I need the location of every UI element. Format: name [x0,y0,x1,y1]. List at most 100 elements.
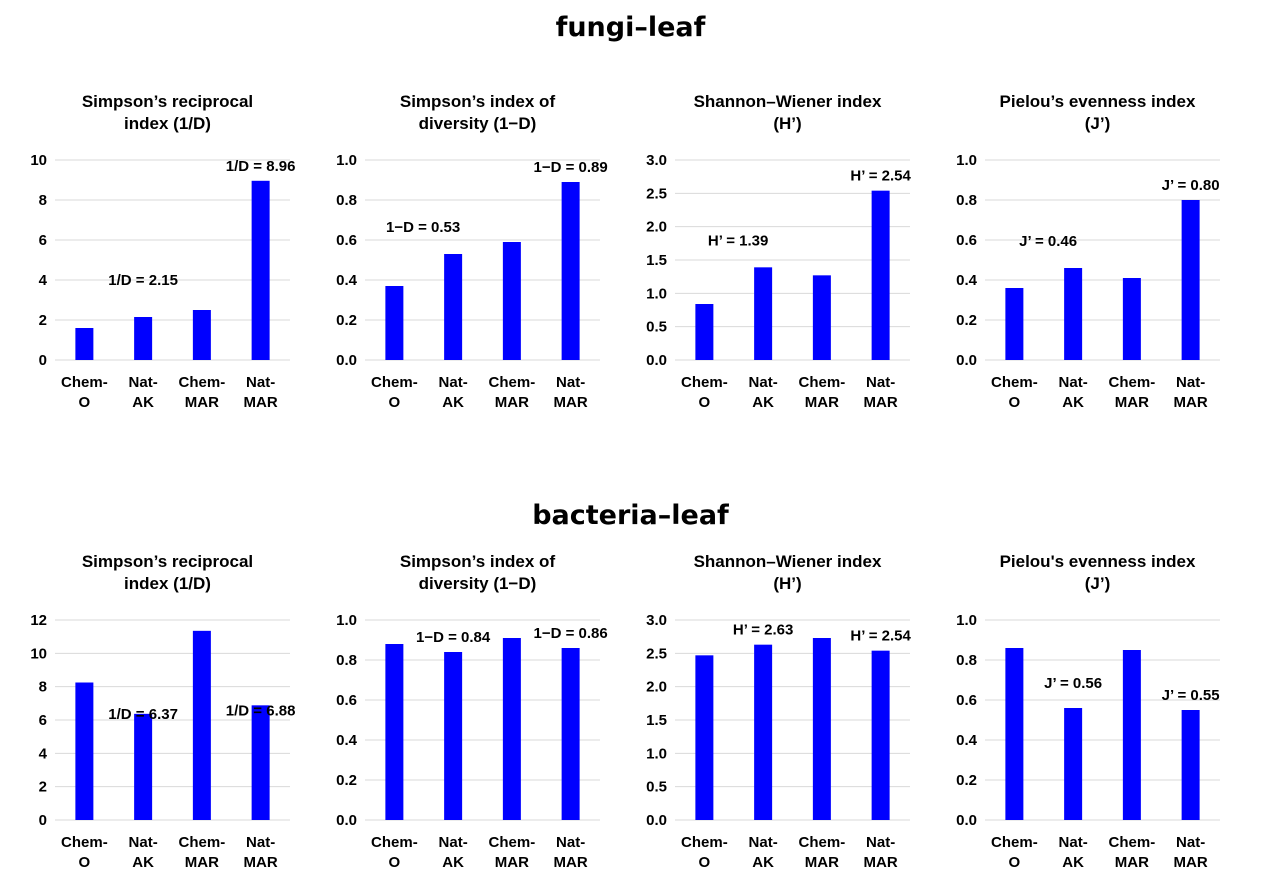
bar-nat-mar [1181,710,1200,820]
chart-title-line: (H’) [773,574,801,593]
data-label: 1/D = 8.96 [226,158,296,175]
x-tick-label: O [1009,854,1021,871]
bar-chem-mar [502,638,521,820]
data-label: J’ = 0.80 [1162,177,1220,194]
chart-title-line: Shannon–Wiener index [694,92,882,111]
x-tick-label: Chem- [179,834,226,851]
y-tick-label: 0.0 [646,352,667,369]
x-tick-label: Nat- [556,374,585,391]
chart-title-line: Pielou's evenness index [1000,552,1196,571]
x-tick-label: O [1009,394,1021,411]
x-tick-label: O [699,854,711,871]
bar-chem-mar [1122,650,1141,820]
y-tick-label: 1.0 [336,152,357,169]
y-tick-label: 0.2 [956,772,977,789]
x-tick-label: Chem- [61,374,108,391]
x-tick-label: Nat- [866,834,895,851]
data-label: 1/D = 6.88 [226,702,296,719]
y-tick-label: 0.8 [956,652,977,669]
x-tick-label: Nat- [439,374,468,391]
x-tick-label: AK [1062,394,1084,411]
y-tick-label: 0.5 [646,779,667,796]
x-tick-label: Chem- [371,834,418,851]
y-tick-label: 4 [39,745,48,762]
x-tick-label: Nat- [749,834,778,851]
x-tick-label: MAR [185,394,219,411]
bar-nat-ak [134,317,153,360]
x-tick-label: Nat- [246,834,275,851]
bar-chem-mar [192,630,211,820]
chart-title-line: index (1/D) [124,114,211,133]
chart-title-line: Shannon–Wiener index [694,552,882,571]
bar-nat-mar [1181,200,1200,360]
bar-nat-ak [444,254,463,360]
bar-chem-o [1005,288,1024,360]
x-tick-label: MAR [495,394,529,411]
x-tick-label: MAR [864,394,898,411]
chart-title-line: Simpson’s index of [400,552,556,571]
y-tick-label: 0.0 [956,812,977,829]
x-tick-label: O [699,394,711,411]
x-tick-label: AK [442,854,464,871]
x-tick-label: MAR [554,854,588,871]
data-label: J’ = 0.46 [1019,233,1077,250]
chart-fungi-simpson-diversity: Simpson’s index of diversity (1−D) 0.0 0.2 0… [336,92,608,411]
x-tick-label: AK [1062,854,1084,871]
chart-fungi-shannon-wiener: Shannon–Wiener index (H’) 0.0 0.5 1.0 1.5 2.0 2… [646,92,911,411]
x-tick-label: Chem- [991,374,1038,391]
x-tick-label: Chem- [991,834,1038,851]
x-tick-label: MAR [1115,854,1149,871]
x-tick-label: Chem- [489,834,536,851]
y-tick-label: 10 [30,645,47,662]
chart-title-line: Simpson’s reciprocal [82,92,253,111]
x-tick-label: AK [752,394,774,411]
chart-title-line: (J’) [1085,114,1111,133]
x-tick-label: MAR [1115,394,1149,411]
bar-nat-ak [134,713,153,820]
x-tick-label: O [79,854,91,871]
x-tick-label: AK [752,854,774,871]
x-tick-label: Nat- [1176,834,1205,851]
x-tick-label: Chem- [799,374,846,391]
x-tick-label: Chem- [179,374,226,391]
y-tick-label: 12 [30,612,47,629]
data-label: H’ = 1.39 [708,232,768,249]
bar-chem-mar [812,638,831,820]
x-tick-label: Nat- [1176,374,1205,391]
chart-bacteria-pielou-evenness: Pielou's evenness index (J’) 0.0 0.2 0.4 0.6 0… [956,552,1220,871]
y-tick-label: 1.0 [646,285,667,302]
x-tick-label: Nat- [1059,834,1088,851]
y-tick-label: 8 [39,679,47,696]
data-label: J’ = 0.55 [1162,687,1220,704]
bar-nat-mar [871,190,890,360]
y-tick-label: 8 [39,192,47,209]
bar-chem-mar [502,242,521,360]
data-label: 1−D = 0.84 [416,629,491,646]
y-tick-label: 0.8 [336,192,357,209]
x-tick-label: Nat- [749,374,778,391]
bar-nat-ak [444,652,463,820]
bar-chem-o [695,655,714,820]
x-tick-label: Nat- [439,834,468,851]
x-tick-label: MAR [185,854,219,871]
y-tick-label: 1.5 [646,712,667,729]
x-tick-label: MAR [554,394,588,411]
y-tick-label: 0.6 [956,232,977,249]
data-label: 1−D = 0.89 [534,159,608,176]
y-tick-label: 0.0 [336,812,357,829]
data-label: J’ = 0.56 [1044,675,1102,692]
chart-title-line: (J’) [1085,574,1111,593]
x-tick-label: AK [132,394,154,411]
y-tick-label: 0.8 [956,192,977,209]
x-tick-label: Chem- [1109,834,1156,851]
data-label: H’ = 2.54 [850,628,911,645]
x-tick-label: MAR [1174,854,1208,871]
x-tick-label: MAR [864,854,898,871]
bar-nat-mar [561,182,580,360]
chart-title-line: diversity (1−D) [419,574,537,593]
bar-chem-mar [192,310,211,360]
chart-fungi-pielou-evenness: Pielou’s evenness index (J’) 0.0 0.2 0.4 0.6 0… [956,92,1220,411]
bar-nat-ak [754,644,773,820]
y-tick-label: 0 [39,352,47,369]
chart-title-line: Simpson’s reciprocal [82,552,253,571]
